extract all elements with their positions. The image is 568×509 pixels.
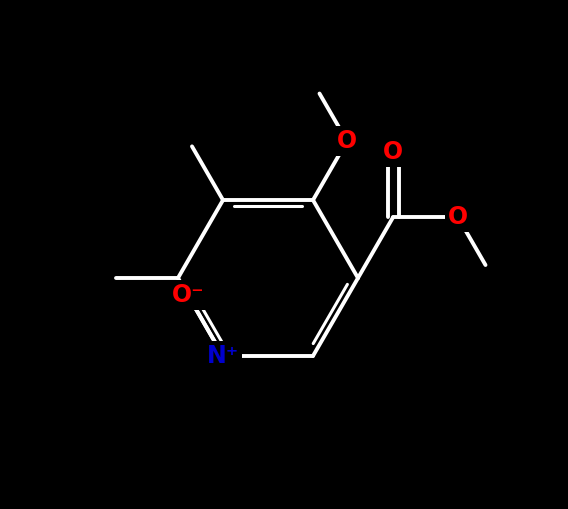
Text: O⁻: O⁻ [172,284,204,307]
Text: O: O [448,205,468,230]
Text: N⁺: N⁺ [207,344,239,368]
Text: O: O [337,129,357,153]
Text: O: O [383,140,403,164]
